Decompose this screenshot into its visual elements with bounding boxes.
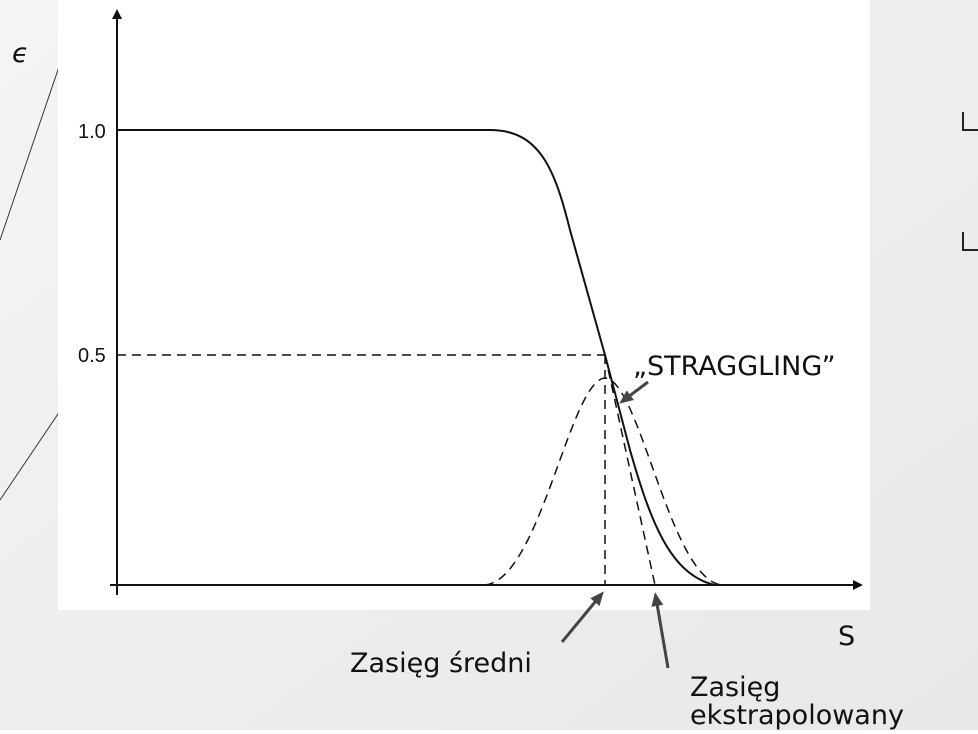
decor-line — [0, 57, 63, 241]
arrow — [619, 380, 649, 404]
tangent-line — [604, 354, 656, 586]
extrapolated-label: Zasięg — [690, 672, 780, 703]
arrow — [560, 591, 604, 643]
extrapolated-label: ekstrapolowany — [690, 700, 904, 730]
straggling-label: „STRAGGLING” — [633, 351, 836, 382]
arrow — [651, 592, 670, 669]
x-axis-label: S — [838, 621, 855, 652]
bullet — [962, 232, 978, 251]
straggling-gaussian — [484, 377, 723, 586]
y-axis-label: ϵ — [12, 38, 29, 69]
bullet — [962, 112, 978, 131]
tick-label: 1.0 — [78, 121, 106, 143]
figure — [58, 0, 870, 610]
tick-label: 0.5 — [78, 345, 106, 367]
decor-line — [0, 407, 63, 501]
mean-range-label: Zasięg średni — [350, 648, 532, 679]
